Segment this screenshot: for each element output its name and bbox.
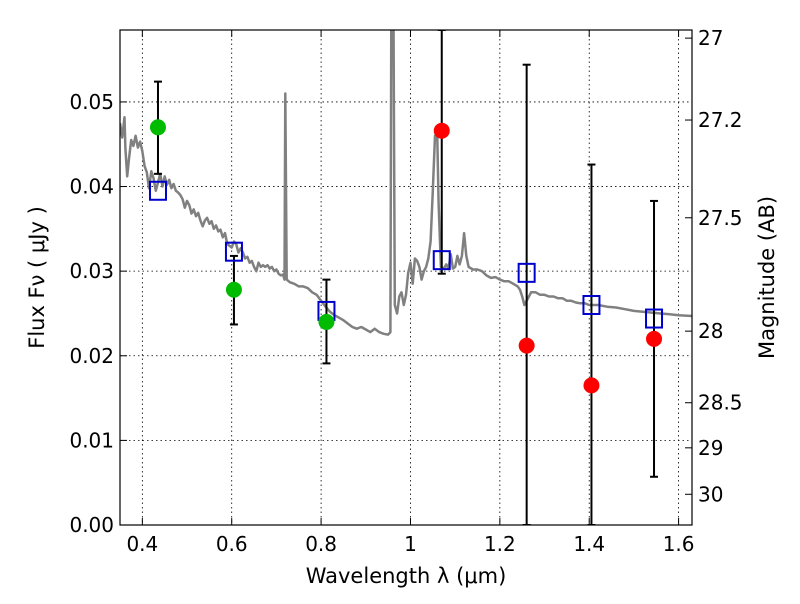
plot-frame [119,29,693,526]
mag-tick-label: 27.2 [698,108,743,132]
y2-axis-label: Magnitude (AB) [755,196,779,359]
mag-tick-label: 28 [698,319,723,343]
model-flux-square [517,262,536,283]
mag-tick-label: 29 [698,436,723,460]
mag-tick-label: 27.5 [698,206,743,230]
observed-flux-point [225,281,242,298]
y-tick-label: 0.05 [69,90,114,114]
observed-flux-point [646,330,663,347]
x-axis-label: Wavelength λ (μm) [306,564,507,588]
plot-area [120,30,692,525]
observed-flux-point [318,313,335,330]
x-tick-label: 0.6 [216,532,248,556]
x-tick-label: 1.4 [573,532,605,556]
observed-flux-point [149,119,166,136]
observed-flux-point [518,337,535,354]
x-tick-label: 1.2 [484,532,516,556]
model-spectrum-line [120,30,692,336]
axis-labels: 0.4 0.6 0.8 1 1.2 1.4 1.6 0.00 0.01 0.02 0.03 0.04 0… [25,26,779,588]
model-flux-square [432,250,451,271]
x-tick-label: 1.6 [663,532,695,556]
mag-tick-label: 30 [698,482,723,506]
model-flux-square [582,295,601,315]
observed-flux-point [433,122,450,139]
y-tick-label: 0.01 [69,428,114,452]
y-tick-label: 0.03 [69,259,114,283]
axis-ticks [120,30,692,526]
model-flux-square [224,241,243,262]
observed-flux-point [583,377,600,394]
y-tick-label: 0.00 [69,513,114,537]
mag-tick-label: 27 [698,26,723,50]
x-tick-label: 0.8 [305,532,337,556]
mag-tick-label: 28.5 [698,391,743,415]
y-tick-label: 0.04 [69,175,114,199]
y-tick-label: 0.02 [69,344,114,368]
model-flux-square [645,308,664,329]
grid [120,30,692,526]
y-axis-label: Flux Fν ( μJy ) [25,206,49,349]
x-tick-label: 1 [404,532,417,556]
model-flux-square [148,180,167,201]
x-tick-label: 0.4 [126,532,158,556]
